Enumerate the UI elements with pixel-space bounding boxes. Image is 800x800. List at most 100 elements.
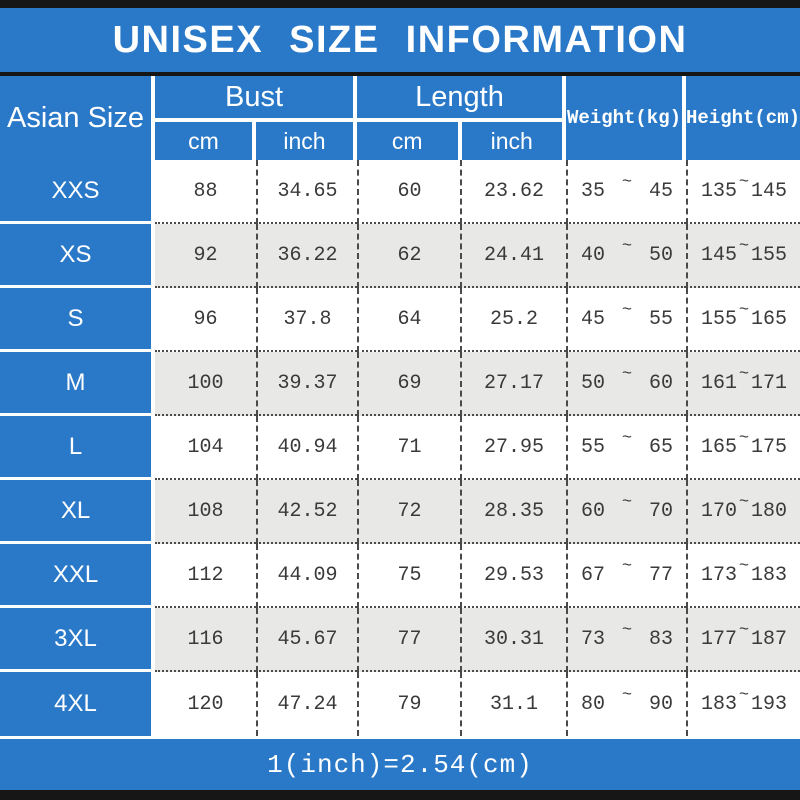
range-tilde: ~: [738, 620, 750, 640]
table-header: Asian Size Bust cm inch Length cm inch W…: [0, 76, 800, 160]
range-tilde: ~: [621, 172, 633, 192]
height-range: 165 ~ 175: [686, 416, 800, 480]
header-length: Length: [357, 76, 562, 122]
weight-range: 45 ~ 55: [566, 288, 686, 352]
table-body: XXS 88 34.65 60 23.62 35 ~ 45 135 ~ 145 …: [0, 160, 800, 736]
height-max: 180: [750, 499, 787, 523]
bust-inch-value: 36.22: [256, 224, 357, 288]
range-tilde: ~: [621, 556, 633, 576]
range-tilde: ~: [738, 236, 750, 256]
range-tilde: ~: [738, 428, 750, 448]
bust-cm-value: 88: [155, 160, 256, 224]
size-label: XXL: [0, 544, 155, 608]
weight-min: 35: [581, 179, 606, 203]
length-inch-value: 29.53: [460, 544, 566, 608]
size-label: 3XL: [0, 608, 155, 672]
height-min: 173: [701, 563, 738, 587]
length-cm-value: 62: [357, 224, 460, 288]
range-tilde: ~: [621, 492, 633, 512]
table-row-xxs: XXS 88 34.65 60 23.62 35 ~ 45 135 ~ 145: [0, 160, 800, 224]
bust-inch-value: 34.65: [256, 160, 357, 224]
height-min: 145: [701, 243, 738, 267]
page-title: UNISEX SIZE INFORMATION: [0, 8, 800, 72]
table-row-3xl: 3XL 116 45.67 77 30.31 73 ~ 83 177 ~ 187: [0, 608, 800, 672]
length-inch-value: 28.35: [460, 480, 566, 544]
title-divider: [0, 72, 800, 76]
table-row-xs: XS 92 36.22 62 24.41 40 ~ 50 145 ~ 155: [0, 224, 800, 288]
range-tilde: ~: [738, 492, 750, 512]
table-row-m: M 100 39.37 69 27.17 50 ~ 60 161 ~ 171: [0, 352, 800, 416]
weight-min: 67: [581, 563, 606, 587]
length-cm-value: 71: [357, 416, 460, 480]
weight-min: 80: [581, 692, 606, 716]
bust-inch-value: 42.52: [256, 480, 357, 544]
range-tilde: ~: [621, 300, 633, 320]
header-bust-cm: cm: [155, 122, 256, 160]
height-range: 155 ~ 165: [686, 288, 800, 352]
height-range: 173 ~ 183: [686, 544, 800, 608]
size-label: 4XL: [0, 672, 155, 736]
weight-min: 73: [581, 627, 606, 651]
range-tilde: ~: [738, 364, 750, 384]
table-row-xl: XL 108 42.52 72 28.35 60 ~ 70 170 ~ 180: [0, 480, 800, 544]
weight-range: 50 ~ 60: [566, 352, 686, 416]
length-inch-value: 24.41: [460, 224, 566, 288]
header-weight: Weight(kg): [566, 76, 686, 160]
weight-max: 70: [648, 499, 673, 523]
header-bust-inch: inch: [283, 127, 326, 154]
weight-max: 65: [648, 435, 673, 459]
length-cm-value: 77: [357, 608, 460, 672]
bust-cm-value: 116: [155, 608, 256, 672]
weight-min: 45: [581, 307, 606, 331]
size-label: L: [0, 416, 155, 480]
size-label: S: [0, 288, 155, 352]
height-min: 161: [701, 371, 738, 395]
height-range: 161 ~ 171: [686, 352, 800, 416]
header-length-cm: cm: [357, 122, 462, 160]
height-range: 145 ~ 155: [686, 224, 800, 288]
range-tilde: ~: [738, 172, 750, 192]
weight-min: 55: [581, 435, 606, 459]
bust-inch-value: 40.94: [256, 416, 357, 480]
height-min: 177: [701, 627, 738, 651]
weight-max: 45: [648, 179, 673, 203]
size-label: XXS: [0, 160, 155, 224]
height-range: 170 ~ 180: [686, 480, 800, 544]
range-tilde: ~: [738, 300, 750, 320]
range-tilde: ~: [738, 685, 750, 705]
header-asian-size: Asian Size: [0, 76, 155, 160]
weight-range: 35 ~ 45: [566, 160, 686, 224]
height-max: 175: [750, 435, 787, 459]
conversion-note: 1(inch)=2.54(cm): [0, 739, 800, 790]
weight-max: 50: [648, 243, 673, 267]
size-label: M: [0, 352, 155, 416]
bust-cm-value: 96: [155, 288, 256, 352]
bust-inch-value: 37.8: [256, 288, 357, 352]
range-tilde: ~: [621, 428, 633, 448]
height-min: 155: [701, 307, 738, 331]
bust-inch-value: 47.24: [256, 672, 357, 736]
table-row-xxl: XXL 112 44.09 75 29.53 67 ~ 77 173 ~ 183: [0, 544, 800, 608]
height-min: 165: [701, 435, 738, 459]
footer-separator: [0, 736, 800, 739]
height-max: 155: [750, 243, 787, 267]
range-tilde: ~: [621, 685, 633, 705]
height-max: 145: [750, 179, 787, 203]
bottom-black-bar: [0, 790, 800, 800]
length-inch-value: 27.95: [460, 416, 566, 480]
length-cm-value: 64: [357, 288, 460, 352]
table-row-4xl: 4XL 120 47.24 79 31.1 80 ~ 90 183 ~ 193: [0, 672, 800, 736]
header-group-length: Length cm inch: [357, 76, 566, 160]
table-row-l: L 104 40.94 71 27.95 55 ~ 65 165 ~ 175: [0, 416, 800, 480]
weight-min: 60: [581, 499, 606, 523]
height-min: 135: [701, 179, 738, 203]
weight-min: 50: [581, 371, 606, 395]
weight-range: 40 ~ 50: [566, 224, 686, 288]
weight-max: 77: [648, 563, 673, 587]
length-inch-value: 31.1: [460, 672, 566, 736]
length-inch-value: 27.17: [460, 352, 566, 416]
bust-inch-value: 44.09: [256, 544, 357, 608]
header-height: Height(cm): [685, 107, 800, 129]
length-inch-value: 23.62: [460, 160, 566, 224]
